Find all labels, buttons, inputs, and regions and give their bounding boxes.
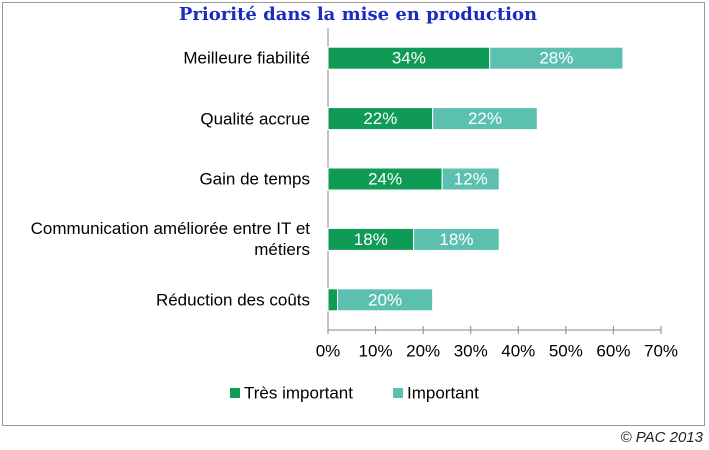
legend-label: Très important: [244, 383, 353, 402]
x-tick-label: 30%: [454, 341, 488, 360]
x-tick-label: 20%: [406, 341, 440, 360]
chart-border: [2, 2, 705, 426]
bar-segment: [432, 107, 538, 131]
value-label: 22%: [468, 109, 502, 128]
x-tick-label: 0%: [316, 341, 341, 360]
x-tick-label: 10%: [359, 341, 393, 360]
bar-segment: [489, 46, 624, 70]
category-label: Réduction des coûts: [155, 290, 310, 310]
value-label: 12%: [454, 169, 488, 188]
x-tick-label: 70%: [644, 341, 678, 360]
legend-label: Important: [407, 383, 479, 402]
footer: © PAC 2013: [621, 429, 704, 446]
value-label: 18%: [439, 230, 473, 249]
value-label: 28%: [539, 49, 573, 68]
category-label: Meilleure fiabilité: [183, 48, 310, 68]
value-label: 34%: [392, 49, 426, 68]
category-label: Communication améliorée entre IT et méti…: [30, 219, 310, 260]
bar-segment: [327, 288, 339, 312]
value-label: 22%: [363, 109, 397, 128]
x-tick-label: 40%: [501, 341, 535, 360]
legend-swatch: [393, 388, 403, 398]
value-label: 20%: [368, 290, 402, 309]
category-label: Qualité accrue: [200, 109, 310, 129]
bar-segment: [337, 288, 434, 312]
legend-swatch: [230, 388, 240, 398]
chart-title: Priorité dans la mise en production: [179, 4, 537, 25]
bar-segment: [441, 167, 500, 191]
value-label: 18%: [354, 230, 388, 249]
value-label: 24%: [368, 169, 402, 188]
x-tick-label: 50%: [549, 341, 583, 360]
category-label: Gain de temps: [199, 169, 310, 189]
bar-segment: [413, 227, 500, 251]
x-tick-label: 60%: [596, 341, 630, 360]
